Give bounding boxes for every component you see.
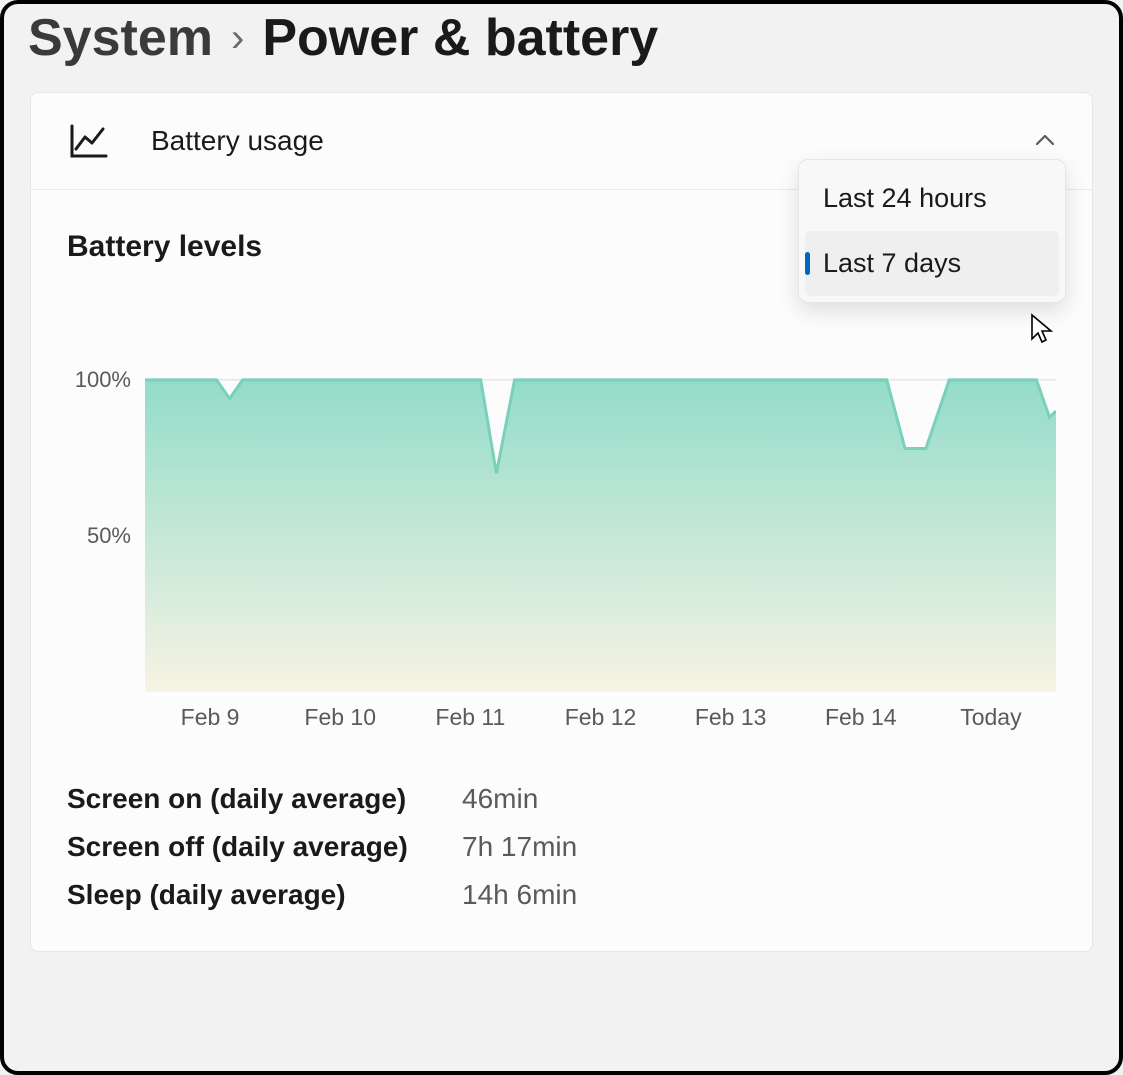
breadcrumb: System › Power & battery [4, 4, 1119, 68]
battery-usage-card: Battery usage Last 24 hours Last 7 days … [30, 92, 1093, 952]
y-axis-labels: 100% 50% [67, 312, 145, 692]
stat-value: 14h 6min [462, 879, 577, 911]
x-tick-label: Today [926, 704, 1056, 731]
stat-label: Sleep (daily average) [67, 879, 462, 911]
dropdown-option-24h[interactable]: Last 24 hours [805, 166, 1059, 231]
stat-row: Sleep (daily average) 14h 6min [67, 879, 1056, 911]
stat-row: Screen off (daily average) 7h 17min [67, 831, 1056, 863]
stat-value: 7h 17min [462, 831, 577, 863]
stat-row: Screen on (daily average) 46min [67, 783, 1056, 815]
breadcrumb-parent[interactable]: System [28, 8, 213, 68]
section-title: Battery usage [151, 125, 324, 157]
stat-value: 46min [462, 783, 538, 815]
time-range-dropdown: Last 24 hours Last 7 days [798, 159, 1066, 303]
chart-svg [145, 312, 1056, 692]
dropdown-option-7d[interactable]: Last 7 days [805, 231, 1059, 296]
page-title: Power & battery [262, 8, 658, 68]
x-tick-label: Feb 11 [405, 704, 535, 731]
x-tick-label: Feb 12 [535, 704, 665, 731]
stats-block: Screen on (daily average) 46min Screen o… [31, 731, 1092, 951]
chevron-right-icon: › [231, 16, 244, 61]
y-tick-label: 100% [75, 367, 131, 393]
y-tick-label: 50% [87, 523, 131, 549]
chart-icon [69, 123, 109, 159]
x-axis-labels: Feb 9 Feb 10 Feb 11 Feb 12 Feb 13 Feb 14… [145, 704, 1056, 731]
x-tick-label: Feb 9 [145, 704, 275, 731]
stat-label: Screen on (daily average) [67, 783, 462, 815]
battery-level-chart: 100% 50% [67, 312, 1056, 692]
x-tick-label: Feb 10 [275, 704, 405, 731]
stat-label: Screen off (daily average) [67, 831, 462, 863]
x-tick-label: Feb 14 [796, 704, 926, 731]
chevron-up-icon[interactable] [1034, 129, 1056, 151]
x-tick-label: Feb 13 [666, 704, 796, 731]
